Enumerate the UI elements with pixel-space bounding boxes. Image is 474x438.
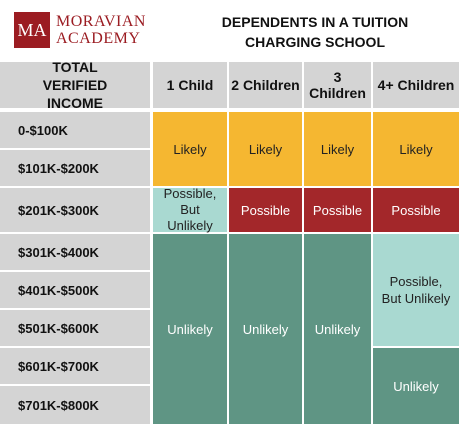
- cell: Possible, But Unlikely: [373, 234, 459, 346]
- logo-monogram: MA: [14, 12, 50, 48]
- cell: Unlikely: [229, 234, 302, 424]
- cell: Unlikely: [153, 234, 227, 424]
- row-label: $201K-$300K: [0, 188, 150, 232]
- row-label: $401K-$500K: [0, 272, 150, 308]
- cell: Unlikely: [304, 234, 371, 424]
- cell: Likely: [153, 112, 227, 186]
- row-label: $301K-$400K: [0, 234, 150, 270]
- cell: Possible: [304, 188, 371, 232]
- cell: Likely: [229, 112, 302, 186]
- row-label: 0-$100K: [0, 112, 150, 148]
- row-label: $601K-$700K: [0, 348, 150, 384]
- cell: Unlikely: [373, 348, 459, 424]
- cell: Possible: [373, 188, 459, 232]
- cell: Likely: [304, 112, 371, 186]
- row-label: $501K-$600K: [0, 310, 150, 346]
- row-label: $101K-$200K: [0, 150, 150, 186]
- cell: Possible, But Unlikely: [153, 186, 227, 233]
- column-header: 4+ Children: [373, 62, 459, 108]
- table-title: DEPENDENTS IN A TUITION CHARGING SCHOOL: [221, 14, 409, 50]
- column-header: 2 Children: [229, 62, 302, 108]
- logo-name: MORAVIAN ACADEMY: [56, 13, 146, 47]
- row-label: $701K-$800K: [0, 386, 150, 424]
- cell: Likely: [373, 112, 459, 186]
- logo-line: ACADEMY: [56, 30, 141, 47]
- row-header: TOTAL VERIFIED INCOME: [0, 59, 150, 111]
- logo-line: MORAVIAN: [56, 13, 146, 30]
- column-header: 1 Child: [153, 62, 227, 108]
- cell: Possible: [229, 188, 302, 232]
- column-header: 3 Children: [304, 62, 371, 108]
